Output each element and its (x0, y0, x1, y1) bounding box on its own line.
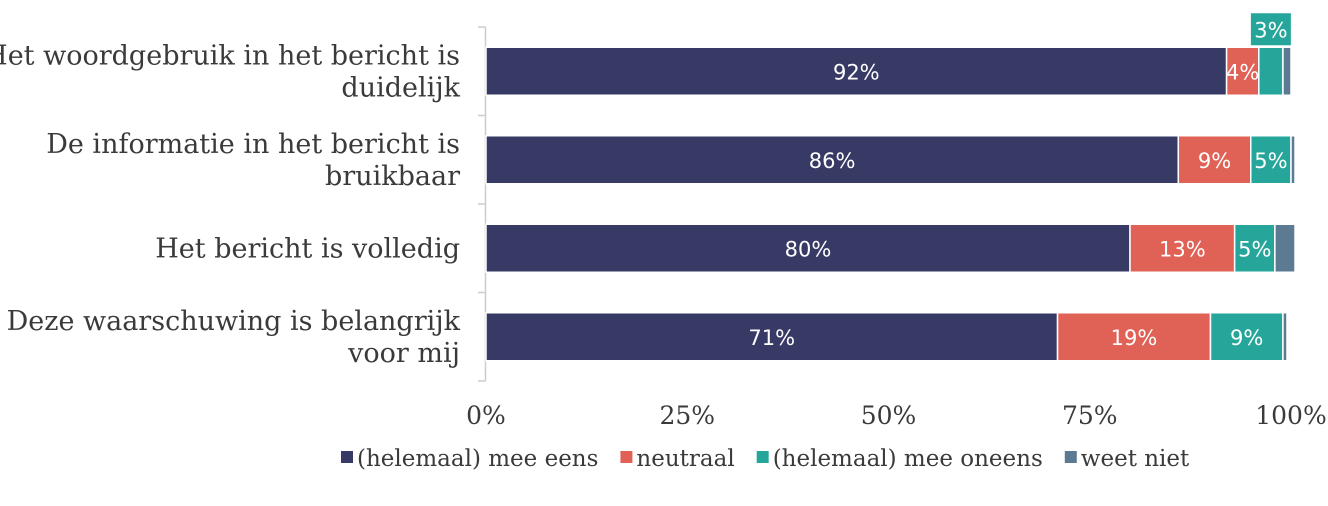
category-label: Het woordgebruik in het bericht is (0, 40, 460, 71)
legend-swatch (756, 451, 769, 463)
bar-value-label: 9% (1230, 326, 1263, 350)
legend-label: (helemaal) mee oneens (773, 446, 1043, 472)
bar-segment (1129, 223, 1236, 273)
legend-label: neutraal (636, 446, 734, 472)
bar-segment (1209, 312, 1284, 362)
bar-value-label: 86% (809, 149, 856, 173)
legend-swatch (1064, 451, 1077, 463)
bar-segment (1274, 223, 1296, 273)
bar-segment (1282, 46, 1292, 96)
category-label: voor mij (347, 338, 460, 369)
bar-segment (485, 312, 1059, 362)
category-label: bruikbaar (325, 161, 460, 192)
legend-swatch (341, 451, 353, 463)
x-tick-label: 100% (1255, 401, 1326, 430)
category-label: Het bericht is volledig (155, 233, 460, 264)
bar-value-label: 5% (1254, 149, 1287, 173)
category-label: De informatie in het bericht is (46, 129, 460, 160)
legend-label: (helemaal) mee eens (357, 446, 598, 472)
category-label: Deze waarschuwing is belangrijk (7, 306, 461, 337)
bar-segment (1258, 46, 1284, 96)
category-labels: Het woordgebruik in het bericht isduidel… (0, 40, 461, 369)
bar-segment (1250, 135, 1292, 185)
x-axis-ticks: 0% 25% 50% 75% 100% (466, 401, 1327, 430)
bar-value-label: 13% (1159, 237, 1206, 261)
legend-swatch (620, 451, 633, 463)
bar-segment (1056, 312, 1212, 362)
bar-value-label: 9% (1198, 149, 1231, 173)
bar-value-label: 80% (785, 237, 832, 261)
bar-value-label: 4% (1226, 60, 1259, 84)
bar-value-label: 5% (1238, 237, 1271, 261)
bar-segment (1290, 135, 1296, 185)
legend-label: weet niet (1081, 446, 1190, 472)
bar-value-label: 71% (748, 326, 795, 350)
y-axis (478, 26, 487, 382)
bar-segment (485, 135, 1180, 185)
bar-segment (485, 223, 1131, 273)
x-tick-label: 50% (861, 401, 917, 430)
category-label: duidelijk (341, 72, 460, 103)
x-tick-label: 0% (466, 401, 506, 430)
bar-segment (485, 46, 1228, 96)
bars: 92% 4% 3% 86% 9% 5% 80% 13% 5% 71% 19% 9% (485, 13, 1296, 362)
x-tick-label: 25% (659, 401, 715, 430)
bar-value-label: 3% (1254, 18, 1287, 42)
legend: (helemaal) mee eens neutraal (helemaal) me… (341, 446, 1190, 472)
bar-segment (1177, 135, 1252, 185)
bar-value-label: 19% (1111, 326, 1158, 350)
bar-segment (1282, 312, 1288, 362)
bar-label-tag (1250, 13, 1291, 46)
bar-value-label: 92% (833, 60, 880, 84)
x-tick-label: 75% (1062, 401, 1118, 430)
